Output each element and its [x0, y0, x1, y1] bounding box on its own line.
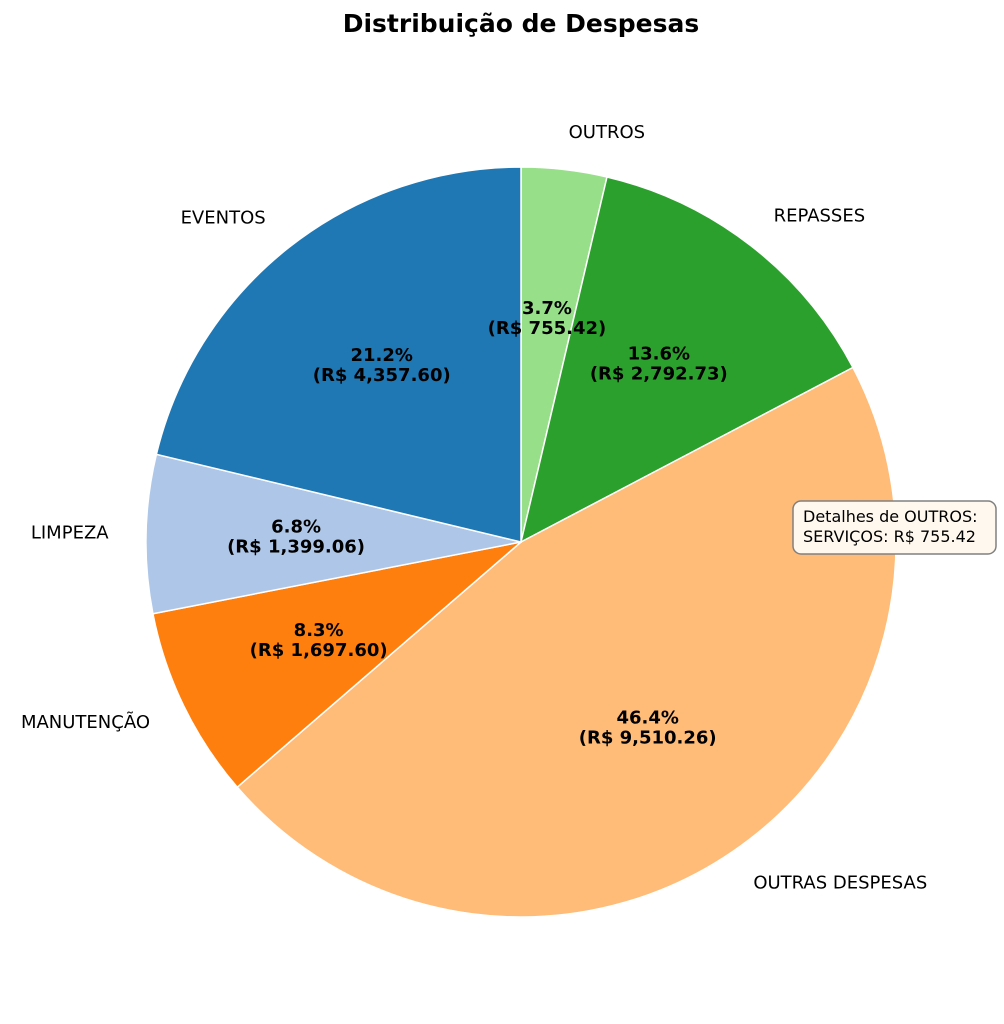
annotation-box: Detalhes de OUTROS: SERVIÇOS: R$ 755.42	[792, 500, 997, 555]
annotation-background	[792, 500, 997, 555]
category-label-outros: OUTROS	[569, 122, 645, 143]
percent-label-manutencao: 8.3%	[294, 620, 344, 641]
slice-manutencao	[152, 540, 524, 789]
percent-label-limpeza: 6.8%	[271, 517, 321, 538]
value-label-outras-despesas: (R$ 9,510.26)	[579, 727, 717, 748]
percent-label-repasses: 13.6%	[628, 344, 690, 365]
pie-slices	[145, 166, 897, 918]
annotation-line-2: SERVIÇOS: R$ 755.42	[803, 527, 976, 546]
value-label-outros: (R$ 755.42)	[488, 318, 607, 339]
percent-label-outras-despesas: 46.4%	[616, 707, 678, 728]
category-label-eventos: EVENTOS	[181, 208, 266, 229]
value-label-eventos: (R$ 4,357.60)	[313, 365, 451, 386]
percent-label-outros: 3.7%	[522, 298, 572, 319]
percentage-labels: 3.7%(R$ 755.42)13.6%(R$ 2,792.73)46.4%(R…	[227, 298, 728, 748]
slice-limpeza	[145, 453, 522, 615]
chart-title: Distribuição de Despesas	[343, 9, 700, 38]
category-label-manutencao: MANUTENÇÃO	[21, 711, 150, 733]
value-label-manutencao: (R$ 1,697.60)	[250, 640, 388, 661]
annotation-line-1: Detalhes de OUTROS:	[803, 507, 978, 526]
slice-eventos	[155, 166, 522, 543]
category-labels: OUTROS REPASSES OUTRAS DESPESAS MANUTENÇÃO L…	[21, 122, 927, 894]
slice-repasses	[519, 176, 854, 544]
value-label-repasses: (R$ 2,792.73)	[590, 364, 728, 385]
category-label-limpeza: LIMPEZA	[31, 523, 109, 544]
value-label-limpeza: (R$ 1,399.06)	[227, 537, 365, 558]
percent-label-eventos: 21.2%	[351, 345, 413, 366]
category-label-outras-despesas: OUTRAS DESPESAS	[753, 872, 927, 893]
category-label-repasses: REPASSES	[774, 205, 866, 226]
